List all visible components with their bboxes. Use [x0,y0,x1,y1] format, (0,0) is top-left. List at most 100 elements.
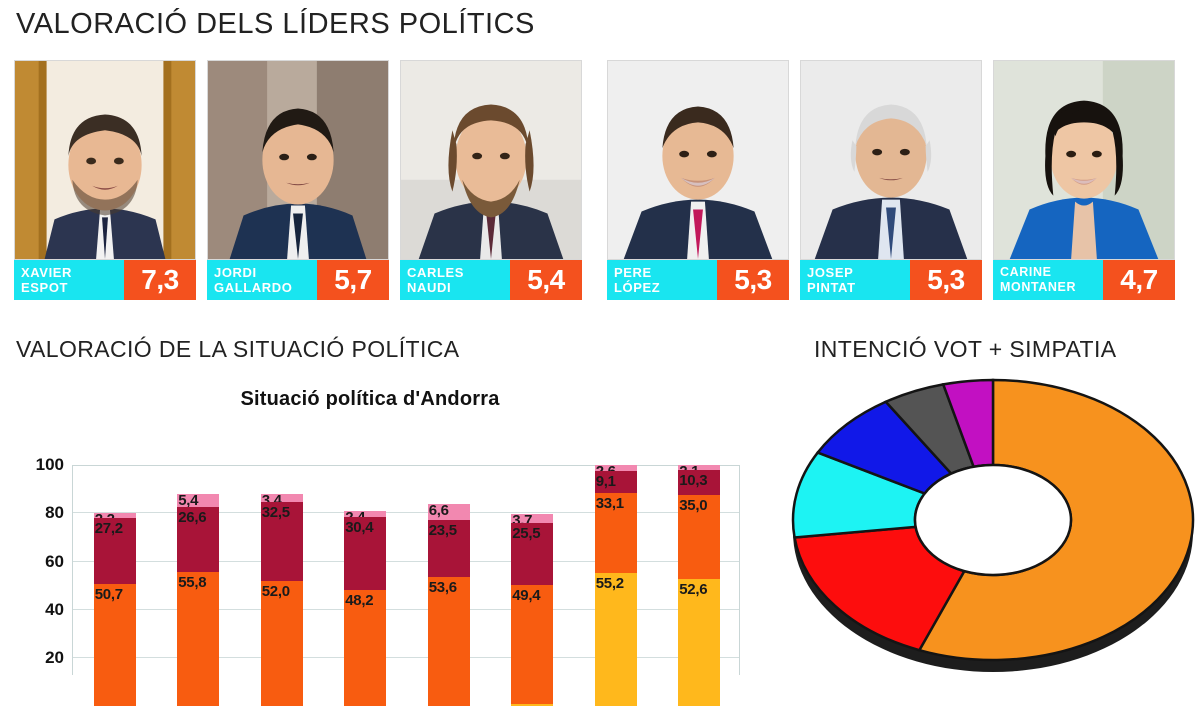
bar-segment: 23,5 [427,520,470,577]
bar-segment: 3,7 [511,512,554,529]
bar-value-label: 52,0 [261,582,290,600]
leader-first-name: JOSEP [807,265,854,280]
bar-stack: 2,69,133,155,2 [594,463,637,706]
donut-hole [913,463,1073,577]
leader-card[interactable]: JORDI GALLARDO 5,7 [207,60,389,300]
bar-segment: 52,0 [260,580,303,706]
leader-first-name: XAVIER [21,265,73,280]
bar-segment: 49,4 [511,584,554,704]
grid-line [73,560,739,562]
leader-portrait [993,60,1175,260]
leader-strip: CARINE MONTANER 4,7 [993,260,1175,300]
leader-first-name: PERE [614,265,652,280]
section-title-left: VALORACIÓ DE LA SITUACIÓ POLÍTICA [16,336,460,362]
leader-card[interactable]: CARINE MONTANER 4,7 [993,60,1175,300]
grid-line [73,512,739,514]
bar-segment: 35,0 [678,494,721,580]
leader-last-name: GALLARDO [214,280,293,295]
bar-stack: 6,6 23,5 53,6 [427,502,470,706]
bar-segment: 55,2 [594,573,637,706]
leader-score: 4,7 [1103,260,1175,300]
bar-value-label: 10,3 [679,472,708,490]
bar-stack: 2,430,448,2 [344,509,387,706]
leader-last-name: MONTANER [1000,280,1077,294]
bar-stack: 3,4 32,5 52,0 [260,492,303,706]
leader-last-name: LÓPEZ [614,280,661,295]
leader-portrait [400,60,582,260]
bar-value-label: 53,6 [428,579,457,596]
leader-score: 5,3 [717,260,789,300]
bar-chart-title: Situació política d'Andorra [240,388,500,410]
bar-value-label: 5,4 [178,492,199,510]
leader-card[interactable]: JOSEP PINTAT 5,3 [800,60,982,300]
leader-first-name: JORDI [214,265,257,280]
bar-segment: 3,4 [260,492,303,509]
leader-name: XAVIER ESPOT [14,260,124,300]
leader-name: CARINE MONTANER [993,260,1103,300]
bar-chart-plot-area: 2,227,250,75,426,655,83,432,552,02,430,4… [72,463,740,706]
y-axis-tick-label: 60 [45,551,64,571]
leader-first-name: CARINE [1000,265,1052,279]
bar-segment: 27,2 [93,518,136,584]
leader-cards-row: XAVIER ESPOT 7,3 [14,60,1186,300]
leader-portrait [800,60,982,260]
leader-card[interactable]: PERE LÓPEZ 5,3 [607,60,789,300]
bar-value-label: 26,6 [178,509,207,527]
leader-last-name: NAUDI [407,280,452,295]
donut-chart [786,378,1200,675]
bar-value-label: 55,2 [595,575,624,593]
bar-segment: 48,2 [344,590,387,706]
bar-value-label: 6,6 [428,502,449,520]
leader-strip: CARLES NAUDI 5,4 [400,260,582,300]
y-axis-tick-label: 40 [45,599,64,619]
bar-value-label: 50,7 [94,585,123,603]
leader-portrait [14,60,196,260]
bar-value-label: 27,2 [94,520,123,538]
bar-segment: 10,3 [678,470,721,495]
leader-card[interactable]: CARLES NAUDI 5,4 [400,60,582,300]
leader-name: JORDI GALLARDO [207,260,317,300]
bar-stack: 2,227,250,7 [93,511,136,706]
bar-segment: 55,8 [177,571,220,706]
leader-strip: PERE LÓPEZ 5,3 [607,260,789,300]
bar-value-label: 25,5 [512,525,541,543]
section-title-right: INTENCIÓ VOT + SIMPATIA [814,336,1117,362]
bar-segment: 32,5 [260,502,303,581]
bar-stack: 2,110,335,052,6 [678,463,721,706]
bar-segment: 30,4 [344,516,387,591]
bar-value-label: 23,5 [428,522,457,540]
donut-chart-svg [791,378,1195,672]
bar-segment: 33,1 [594,493,637,574]
bar-value-label: 49,4 [512,586,541,604]
bar-segment: 25,5 [511,523,554,585]
leader-last-name: ESPOT [21,280,69,295]
bar-value-label: 52,6 [679,581,708,599]
bar-segment: 9,1 [594,471,637,494]
grid-line [73,608,739,610]
bar-value-label: 48,2 [345,592,374,610]
bar-segment: 52,6 [678,579,721,706]
bar-value-label: 30,4 [345,518,374,536]
leader-last-name: PINTAT [807,280,856,295]
leader-strip: JORDI GALLARDO 5,7 [207,260,389,300]
leader-portrait [607,60,789,260]
leader-score: 5,4 [510,260,582,300]
leader-card[interactable]: XAVIER ESPOT 7,3 [14,60,196,300]
bar-value-label: 35,0 [679,496,708,514]
y-axis-tick-label: 100 [35,455,64,474]
leader-first-name: CARLES [407,265,465,280]
bar-segment: 50,7 [93,583,136,706]
leader-name: PERE LÓPEZ [607,260,717,300]
bar-stack: 5,4 26,6 55,8 [177,492,220,706]
bar-value-label: 9,1 [595,473,616,491]
bar-segment: 5,4 [177,492,220,510]
bar-segment: 26,6 [177,507,220,572]
leader-strip: JOSEP PINTAT 5,3 [800,260,982,300]
leader-name: JOSEP PINTAT [800,260,910,300]
leader-portrait [207,60,389,260]
grid-line [73,657,739,659]
leader-name: CARLES NAUDI [400,260,510,300]
bar-chart: Situació política d'Andorra 100 80 60 40 20 … [0,380,790,706]
leader-strip: XAVIER ESPOT 7,3 [14,260,196,300]
y-axis-tick-label: 80 [45,503,64,523]
